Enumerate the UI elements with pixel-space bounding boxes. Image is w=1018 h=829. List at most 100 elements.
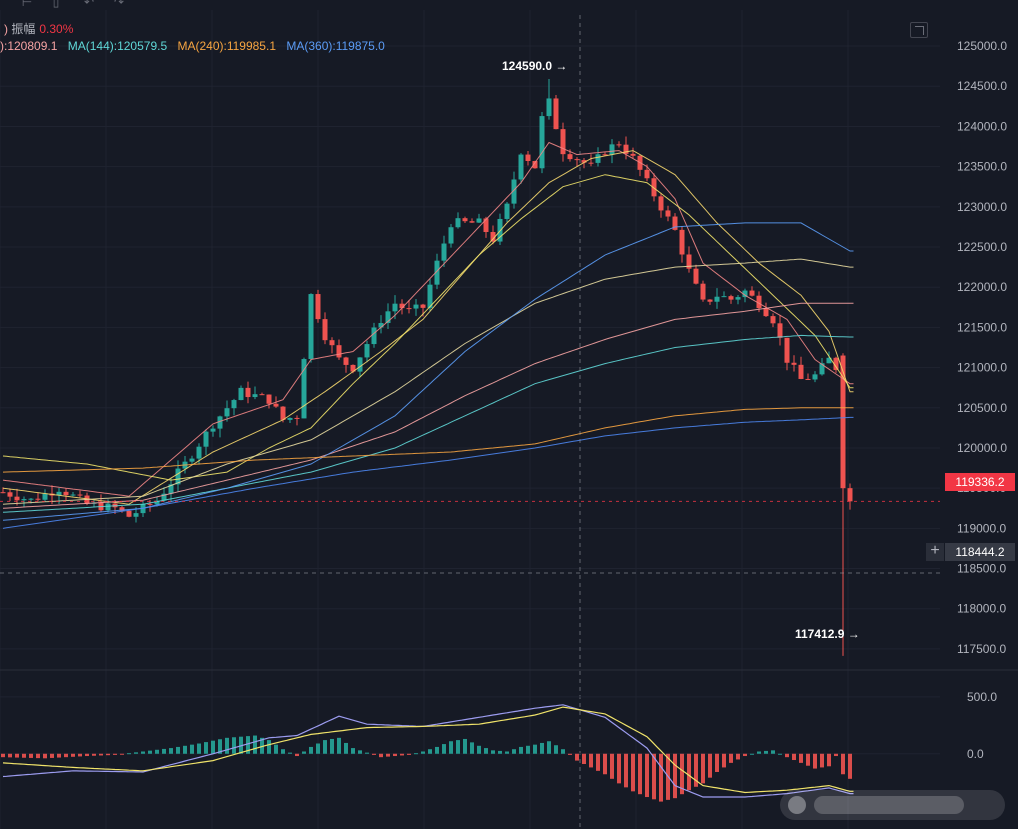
candle-body: [273, 403, 279, 407]
candle-body: [259, 394, 265, 396]
macd-histogram-bar: [204, 742, 208, 754]
candle-body: [315, 294, 321, 320]
candle-body: [581, 160, 587, 163]
macd-histogram-bar: [64, 753, 68, 758]
paren-fragment: ): [4, 22, 8, 36]
macd-histogram-bar: [148, 750, 152, 754]
candle-body: [455, 218, 461, 228]
candle-body: [798, 364, 804, 379]
cursor-price-tag: 118444.2: [945, 543, 1015, 561]
macd-histogram-bar: [71, 753, 75, 757]
macd-histogram-bar: [190, 744, 194, 754]
macd-histogram-bar: [8, 753, 12, 758]
macd-histogram-bar: [757, 751, 761, 754]
macd-histogram-bar: [155, 749, 159, 754]
macd-histogram-bar: [414, 753, 418, 755]
redo-icon[interactable]: ↷: [113, 0, 125, 9]
ma-legend-item-360[interactable]: MA(360):119875.0: [286, 39, 385, 53]
candle-body: [147, 503, 153, 505]
macd-histogram-bar: [15, 753, 19, 758]
candle-body: [336, 345, 342, 358]
candle-body: [385, 311, 391, 324]
candle-body: [763, 308, 769, 317]
candle-body: [357, 357, 363, 372]
macd-histogram-bar: [246, 736, 250, 754]
macd-histogram-bar: [85, 753, 89, 757]
ma-legend-item-240[interactable]: MA(240):119985.1: [177, 39, 276, 53]
macd-histogram-bar: [694, 753, 698, 787]
ma-yellow-fast-line: [2, 150, 854, 505]
y-tick-label: 123500.0: [957, 160, 1007, 174]
candle-body: [735, 297, 741, 300]
macd-histogram-bar: [806, 753, 810, 766]
calendar-icon[interactable]: ▯: [52, 0, 60, 9]
macd-histogram-bar: [848, 753, 852, 779]
macd-histogram-bar: [610, 753, 614, 779]
candle-body: [700, 283, 706, 300]
amplitude-label: 振幅: [11, 22, 36, 36]
macd-histogram-bar: [456, 740, 460, 754]
y-tick-label: 122500.0: [957, 240, 1007, 254]
macd-histogram-bar: [526, 745, 530, 754]
candle-body: [644, 169, 650, 179]
macd-histogram-bar: [1, 753, 5, 758]
macd-histogram-bar: [491, 750, 495, 754]
candle-body: [126, 510, 132, 517]
macd-histogram-bar: [673, 753, 677, 799]
macd-histogram-bar: [344, 742, 348, 754]
candle-body: [812, 374, 818, 380]
macd-histogram-bar: [449, 741, 453, 754]
candle-body: [210, 428, 216, 432]
macd-histogram-bar: [211, 740, 215, 754]
candle-body: [770, 316, 776, 324]
candle-body: [35, 498, 41, 500]
candle-body: [343, 357, 349, 365]
undo-icon[interactable]: ↶: [83, 0, 95, 9]
macd-histogram-bar: [785, 753, 789, 758]
macd-histogram-bar: [351, 748, 355, 754]
candle-body: [595, 154, 601, 163]
candle-body: [847, 488, 853, 502]
macd-histogram-bar: [841, 753, 845, 775]
candle-body: [826, 357, 832, 364]
grid-icon[interactable]: ⊢: [21, 0, 33, 9]
ma-legend-item-1[interactable]: ):120809.1: [0, 39, 58, 53]
macd-histogram-bar: [575, 753, 579, 761]
macd-histogram-bar: [596, 753, 600, 771]
candle-body: [161, 493, 167, 501]
macd-histogram-bar: [106, 753, 110, 756]
candle-body: [294, 417, 300, 419]
macd-histogram-bar: [365, 752, 369, 754]
macd-histogram-bar: [512, 749, 516, 754]
candle-body: [14, 496, 20, 501]
macd-histogram-bar: [547, 741, 551, 754]
macd-histogram-bar: [477, 745, 481, 754]
high-price-label: 124590.0 →: [502, 59, 568, 73]
candle-body: [469, 221, 475, 223]
y-tick-label: 120000.0: [957, 441, 1007, 455]
macd-histogram-bar: [218, 739, 222, 754]
candle-body: [630, 153, 636, 156]
candle-body: [371, 327, 377, 345]
macd-histogram-bar: [603, 753, 607, 775]
candle-body: [329, 340, 335, 346]
macd-histogram-bar: [568, 753, 572, 755]
ma-blue-line: [2, 416, 854, 529]
macd-histogram-bar: [540, 742, 544, 754]
macd-histogram-bar: [533, 744, 537, 754]
y-tick-label: 123000.0: [957, 200, 1007, 214]
macd-histogram-bar: [22, 753, 26, 758]
candle-body: [658, 196, 664, 211]
y-tick-label: 118500.0: [957, 562, 1006, 576]
expand-icon[interactable]: [910, 22, 928, 38]
plus-icon[interactable]: +: [926, 543, 944, 561]
ma-legend-item-144[interactable]: MA(144):120579.5: [67, 39, 168, 53]
macd-histogram-bar: [505, 751, 509, 754]
macd-histogram-bar: [323, 740, 327, 754]
macd-histogram-bar: [183, 745, 187, 754]
macd-histogram-bar: [554, 745, 558, 754]
candle-body: [378, 323, 384, 328]
macd-histogram-bar: [834, 753, 838, 757]
candle-body: [119, 507, 125, 511]
